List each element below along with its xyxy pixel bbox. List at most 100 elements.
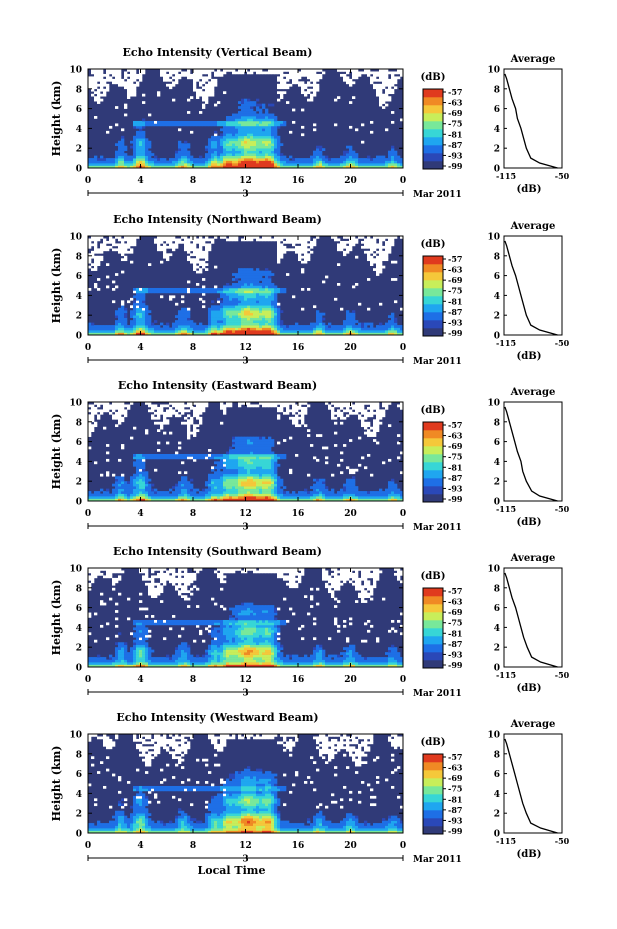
heatmap-cell [391,243,395,247]
heatmap-cell [208,153,212,156]
heatmap-cell [250,325,254,328]
heatmap-cell [175,330,179,333]
heatmap-cell [181,295,185,299]
heatmap-cell [253,466,257,470]
heatmap-cell [133,71,137,75]
heatmap-cell [343,486,347,489]
heatmap-cell [337,463,341,467]
heatmap-cell [346,466,350,470]
heatmap-cell [109,493,113,497]
heatmap-cell [307,491,311,494]
heatmap-cell [160,290,164,294]
heatmap-cell [388,330,392,333]
heatmap-cell [124,486,128,489]
heatmap-cell [274,143,278,147]
heatmap-cell [235,449,239,452]
heatmap-cell [304,240,308,244]
heatmap-cell [127,245,131,249]
heatmap-cell [139,312,143,316]
heatmap-cell [211,488,215,492]
heatmap-cell [211,476,215,480]
heatmap-cell [253,165,257,169]
heatmap-cell [268,153,272,156]
heatmap-cell [223,481,227,484]
heatmap-cell [202,255,206,259]
heatmap-cell [355,491,359,494]
heatmap-cell [301,125,305,129]
heatmap-cell [109,71,113,75]
heatmap-cell [127,158,131,161]
heatmap-cell [370,431,374,435]
heatmap-cell [256,439,260,442]
heatmap-cell [247,468,251,472]
heatmap-cell [193,253,197,257]
heatmap-cell [262,478,266,482]
heatmap-cell [298,325,302,328]
heatmap-cell [331,327,335,331]
heatmap-cell [298,83,302,87]
heatmap-cell [352,150,356,154]
heatmap-cell [310,496,314,499]
heatmap-cell [298,327,302,331]
colorbar-segment [423,137,443,146]
heatmap-cell [259,155,263,159]
heatmap-cell [307,88,311,92]
heatmap-cell [166,69,170,72]
heatmap-cell [385,160,389,164]
heatmap-cell [127,300,131,304]
heatmap-cell [247,491,251,494]
heatmap-cell [136,83,140,87]
heatmap-cell [232,295,236,299]
heatmap-cell [274,471,278,475]
heatmap-cell [256,451,260,455]
heatmap-cell [184,145,188,149]
colorbar-segment [423,304,443,313]
heatmap-cell [355,406,359,410]
heatmap-cell [190,325,194,328]
heatmap-cell [271,444,275,447]
heatmap-cell [352,71,356,75]
heatmap-cell [223,409,227,413]
heatmap-cell [196,260,200,264]
heatmap-cell [121,402,125,405]
heatmap-cell [295,419,299,423]
heatmap-cell [148,320,152,323]
heatmap-cell [157,449,161,452]
heatmap-cell [253,297,257,301]
heatmap-cell [157,429,161,432]
heatmap-cell [175,238,179,242]
heatmap-cell [190,260,194,264]
heatmap-cell [130,91,134,95]
heatmap-cell [97,327,101,331]
heatmap-cell [310,73,314,77]
heatmap-cell [205,71,209,75]
heatmap-cell [343,245,347,249]
heatmap-cell [301,414,305,418]
heatmap-cell [232,138,236,142]
heatmap-cell [259,498,263,502]
heatmap-cell [310,332,314,336]
heatmap-cell [217,297,221,301]
heatmap-cell [250,330,254,333]
heatmap-cell [100,245,104,249]
heatmap-cell [214,486,218,489]
heatmap-cell [208,287,212,291]
heatmap-cell [124,145,128,149]
heatmap-cell [97,98,101,102]
heatmap-cell [274,165,278,169]
heatmap-cell [88,165,92,169]
heatmap-cell [118,238,122,242]
heatmap-cell [316,153,320,156]
heatmap-cell [361,332,365,336]
heatmap-cell [355,468,359,472]
heatmap-cell [379,73,383,77]
heatmap-cell [364,327,368,331]
heatmap-cell [265,453,269,457]
heatmap-cell [178,158,182,161]
heatmap-cell [382,245,386,249]
heatmap-cell [235,315,239,318]
heatmap-cell [391,73,395,77]
heatmap-cell [238,493,242,497]
heatmap-cell [229,118,233,122]
heatmap-cell [223,453,227,457]
